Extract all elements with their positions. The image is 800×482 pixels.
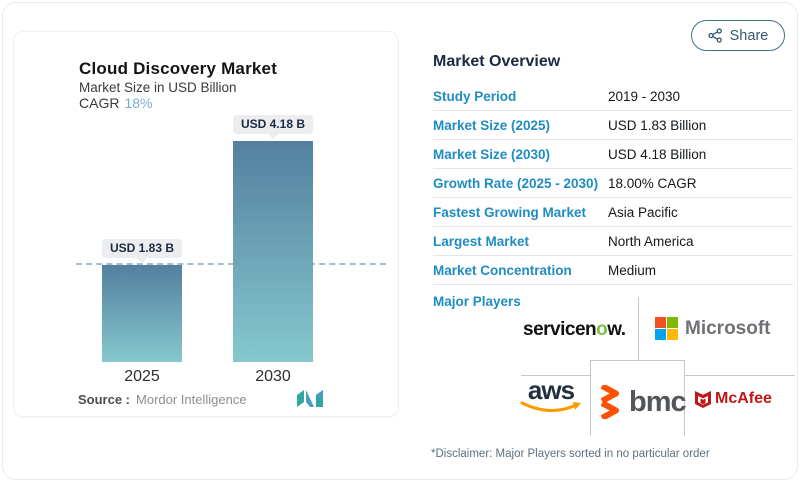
servicenow-green-o: o xyxy=(596,319,608,340)
aws-text: aws xyxy=(527,375,575,405)
table-row: Study Period 2019 - 2030 xyxy=(433,82,793,111)
source-label: Source : xyxy=(78,392,131,407)
microsoft-text: Microsoft xyxy=(685,317,771,339)
chart-subtitle: Market Size in USD Billion xyxy=(79,80,237,95)
market-chart-card: Cloud Discovery Market Market Size in US… xyxy=(13,31,399,417)
table-row: Growth Rate (2025 - 2030) 18.00% CAGR xyxy=(433,169,793,198)
servicenow-logo: servicen o w. xyxy=(523,319,626,341)
mcafee-text: McAfee xyxy=(715,390,772,407)
share-button[interactable]: Share xyxy=(691,20,785,51)
overview-table: Study Period 2019 - 2030 Market Size (202… xyxy=(433,82,793,285)
x-axis-label-2030: 2030 xyxy=(255,368,291,385)
row-value: USD 1.83 Billion xyxy=(608,117,707,133)
microsoft-logo: Microsoft xyxy=(655,317,771,340)
source-value: Mordor Intelligence xyxy=(136,392,247,407)
bar-2030 xyxy=(233,141,313,362)
divider-line xyxy=(638,297,639,360)
share-label: Share xyxy=(729,27,769,44)
x-axis-label-2025: 2025 xyxy=(124,368,160,385)
cagr-label: CAGR xyxy=(79,95,120,111)
table-row: Largest Market North America xyxy=(433,227,793,256)
row-value: 18.00% CAGR xyxy=(608,175,697,191)
major-players-diagram: servicen o w. Microsoft aws bmc xyxy=(423,293,795,445)
bmc-chevrons-icon xyxy=(601,385,619,419)
microsoft-squares-icon xyxy=(655,317,678,340)
cagr-value: 18% xyxy=(124,95,153,111)
row-value: 2019 - 2030 xyxy=(608,88,681,104)
row-value: USD 4.18 Billion xyxy=(608,146,707,162)
reference-dashed-line xyxy=(76,263,386,266)
bar-value-label-2030: USD 4.18 B xyxy=(233,115,313,139)
mcafee-logo: McAfee xyxy=(695,390,772,408)
row-label: Fastest Growing Market xyxy=(433,204,587,220)
chart-title: Cloud Discovery Market xyxy=(79,59,278,78)
overview-title: Market Overview xyxy=(433,53,561,70)
aws-logo: aws xyxy=(520,375,582,415)
servicenow-text: servicen xyxy=(523,319,597,340)
aws-smile-icon xyxy=(520,401,581,412)
row-label: Market Size (2025) xyxy=(433,117,551,133)
bar-chart: USD 1.83 B USD 4.18 B 2025 2030 xyxy=(14,32,398,416)
major-players-label: Major Players xyxy=(433,294,521,309)
row-value: Medium xyxy=(608,262,657,278)
table-row: Market Size (2025) USD 1.83 Billion xyxy=(433,111,793,140)
disclaimer-text: *Disclaimer: Major Players sorted in no … xyxy=(431,448,710,460)
row-value: North America xyxy=(608,233,694,249)
table-row: Market Concentration Medium xyxy=(433,256,793,285)
row-label: Growth Rate (2025 - 2030) xyxy=(433,175,599,191)
bar-2025 xyxy=(102,265,182,362)
row-label: Largest Market xyxy=(433,233,530,249)
bar-value-label-2025: USD 1.83 B xyxy=(102,239,182,263)
source-row: Source : Mordor Intelligence xyxy=(78,392,247,407)
row-label: Study Period xyxy=(433,88,517,104)
bmc-logo: bmc xyxy=(601,385,687,419)
row-label: Market Size (2030) xyxy=(433,146,551,162)
chart-cagr: CAGR 18% xyxy=(79,95,152,111)
mcafee-shield-icon xyxy=(695,390,711,408)
table-row: Market Size (2030) USD 4.18 Billion xyxy=(433,140,793,169)
bmc-text: bmc xyxy=(629,385,687,418)
servicenow-text: w. xyxy=(607,319,626,340)
table-row: Fastest Growing Market Asia Pacific xyxy=(433,198,793,227)
row-value: Asia Pacific xyxy=(608,204,678,220)
mordor-intelligence-logo-icon xyxy=(297,390,323,407)
row-label: Market Concentration xyxy=(433,262,572,278)
share-icon xyxy=(708,28,722,43)
